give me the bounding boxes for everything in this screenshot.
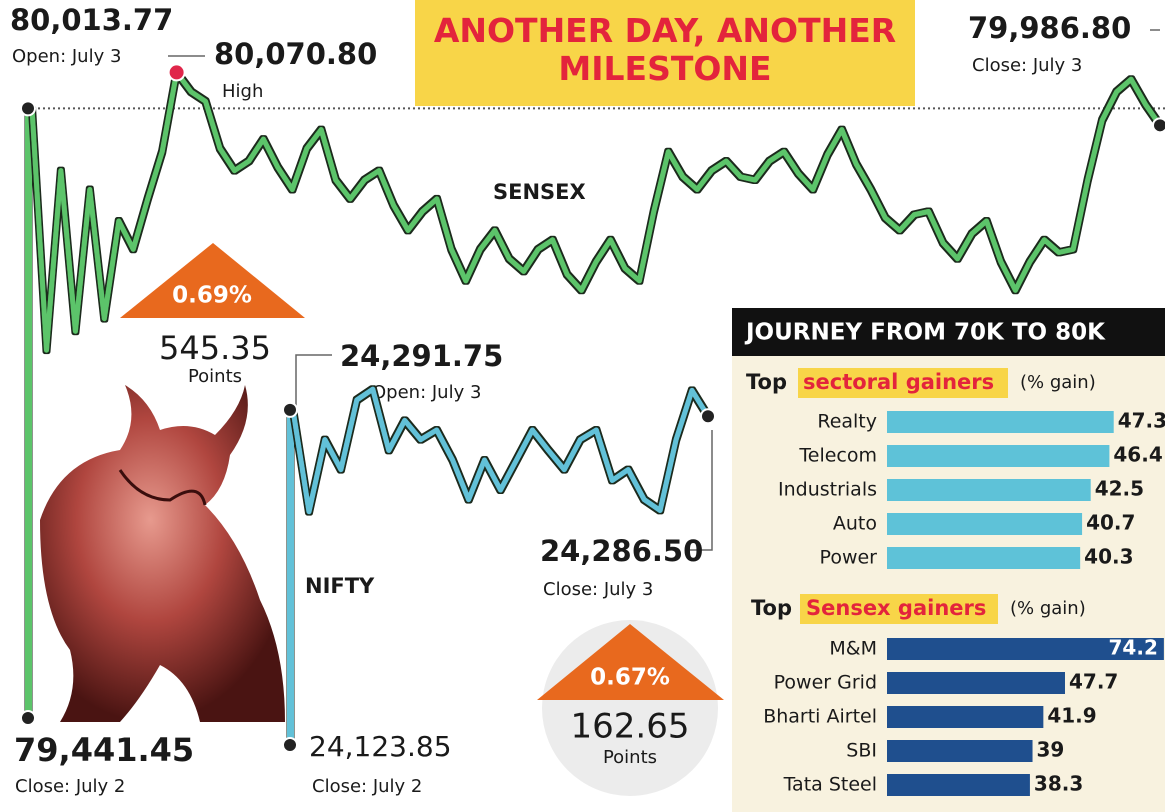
series-name: NIFTY bbox=[305, 574, 375, 598]
high-caption: High bbox=[222, 81, 263, 102]
close-value: 79,986.80 bbox=[968, 11, 1131, 45]
connector bbox=[296, 355, 332, 410]
bar bbox=[887, 547, 1080, 569]
bar bbox=[887, 513, 1082, 535]
marker bbox=[283, 738, 297, 752]
prev-close-value: 79,441.45 bbox=[14, 731, 194, 769]
close-caption: Close: July 3 bbox=[972, 55, 1082, 76]
marker bbox=[169, 64, 185, 80]
close-caption: Close: July 3 bbox=[543, 579, 653, 600]
marker bbox=[701, 409, 715, 423]
category-label: Bharti Airtel bbox=[763, 706, 877, 728]
value-label: 47.7 bbox=[1069, 670, 1118, 694]
value-label: 42.5 bbox=[1095, 477, 1144, 501]
close-value: 24,286.50 bbox=[540, 534, 703, 568]
bar-unit: (% gain) bbox=[1010, 598, 1086, 619]
bar bbox=[887, 706, 1043, 728]
category-label: Telecom bbox=[798, 445, 877, 467]
high-value: 80,070.80 bbox=[214, 37, 377, 71]
bar bbox=[887, 672, 1065, 694]
chart-title: ANOTHER DAY, ANOTHER MILESTONE bbox=[425, 6, 905, 88]
points-caption: Points bbox=[603, 747, 657, 768]
value-label: 41.9 bbox=[1047, 704, 1096, 728]
category-label: Power Grid bbox=[774, 672, 877, 694]
bar-title: sectoral gainers bbox=[803, 370, 994, 394]
value-label: 47.3 bbox=[1118, 409, 1165, 433]
value-label: 40.7 bbox=[1086, 511, 1135, 535]
bar-title: Sensex gainers bbox=[806, 596, 986, 620]
series-name: SENSEX bbox=[493, 180, 586, 204]
marker bbox=[21, 101, 35, 115]
title-wrap: ANOTHER DAY, ANOTHER MILESTONE bbox=[425, 6, 905, 102]
gap-bar bbox=[287, 410, 294, 745]
bar-title-prefix: Top bbox=[746, 370, 787, 394]
open-value: 80,013.77 bbox=[10, 3, 173, 37]
prev-close-value: 24,123.85 bbox=[309, 730, 452, 763]
panel-title: JOURNEY FROM 70K TO 80K bbox=[744, 320, 1106, 346]
value-label: 39 bbox=[1037, 738, 1065, 762]
bar bbox=[887, 740, 1033, 762]
bar bbox=[887, 411, 1114, 433]
index-line bbox=[293, 389, 708, 511]
category-label: Power bbox=[820, 547, 878, 569]
prev-close-caption: Close: July 2 bbox=[15, 776, 125, 797]
marker bbox=[21, 711, 35, 725]
value-label: 74.2 bbox=[1109, 636, 1158, 660]
category-label: Realty bbox=[817, 411, 877, 433]
marker bbox=[1153, 118, 1165, 132]
infographic: JOURNEY FROM 70K TO 80K ANOTHER DAY, ANO… bbox=[0, 0, 1165, 812]
change-label: 0.69% bbox=[172, 283, 252, 309]
points-caption: Points bbox=[188, 366, 242, 387]
bar bbox=[887, 479, 1091, 501]
category-label: Auto bbox=[833, 513, 877, 535]
open-value: 24,291.75 bbox=[340, 339, 503, 373]
bar bbox=[887, 774, 1030, 796]
prev-close-caption: Close: July 2 bbox=[312, 776, 422, 797]
open-caption: Open: July 3 bbox=[372, 382, 481, 403]
points-value: 545.35 bbox=[159, 329, 271, 367]
value-label: 38.3 bbox=[1034, 772, 1083, 796]
category-label: M&M bbox=[829, 638, 877, 660]
bar-unit: (% gain) bbox=[1020, 372, 1096, 393]
open-caption: Open: July 3 bbox=[12, 46, 121, 67]
change-label: 0.67% bbox=[590, 665, 670, 691]
value-label: 46.4 bbox=[1113, 443, 1162, 467]
value-label: 40.3 bbox=[1084, 545, 1133, 569]
connector bbox=[688, 430, 712, 550]
gap-bar bbox=[25, 108, 32, 718]
bar-title-prefix: Top bbox=[751, 596, 792, 620]
marker bbox=[283, 403, 297, 417]
category-label: SBI bbox=[846, 740, 877, 762]
category-label: Tata Steel bbox=[783, 774, 877, 796]
bar bbox=[887, 445, 1109, 467]
points-value: 162.65 bbox=[571, 707, 690, 747]
category-label: Industrials bbox=[778, 479, 877, 501]
bull-illustration bbox=[40, 385, 285, 722]
